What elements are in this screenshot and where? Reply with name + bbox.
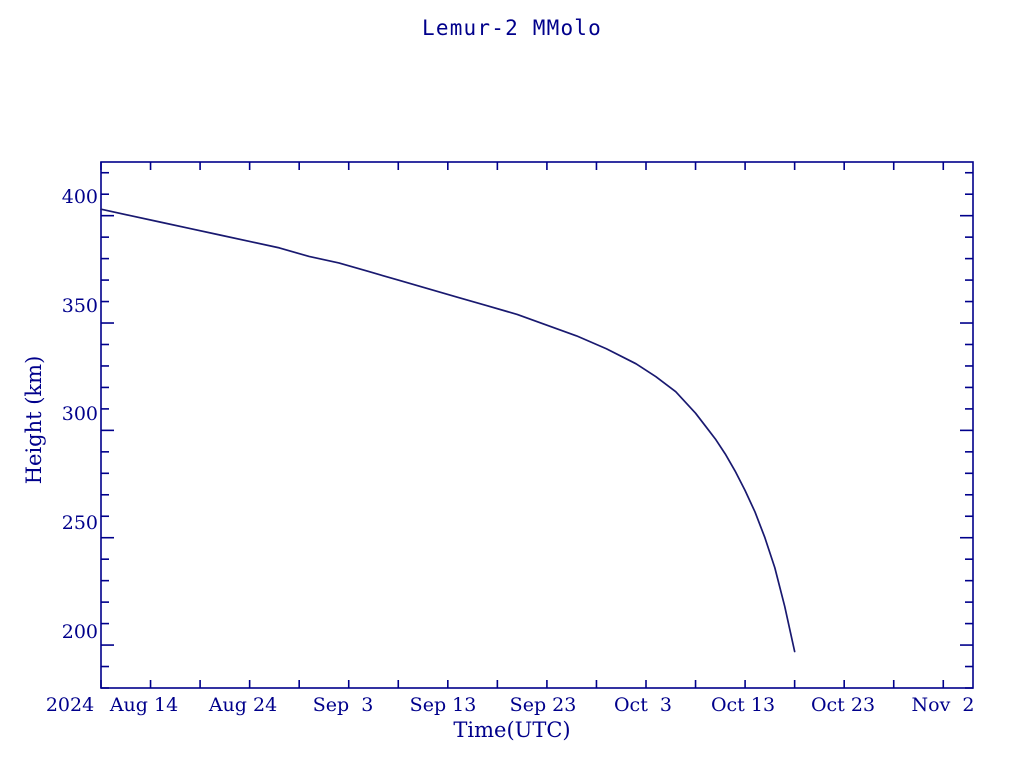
y-tick-label-350: 350 <box>61 295 98 317</box>
page-title: Lemur-2 MMolo <box>422 16 602 40</box>
x-axis-ticks <box>100 162 945 688</box>
x-tick-label-sep-13: Sep 13 <box>409 694 477 716</box>
x-tick-label-oct-23: Oct 23 <box>810 694 876 716</box>
x-tick-label-sep-3: Sep 3 <box>312 694 374 716</box>
x-tick-label-nov-2: Nov 2 <box>911 694 975 716</box>
axes-frame <box>100 161 974 689</box>
x-axis-year-label: 2024 <box>45 694 95 716</box>
x-axis-title: Time(UTC) <box>453 718 571 742</box>
height-decay-curve <box>100 208 796 653</box>
y-axis-ticks <box>101 171 973 689</box>
x-tick-label-oct-13: Oct 13 <box>710 694 776 716</box>
x-tick-label-aug-24: Aug 24 <box>208 694 278 716</box>
y-tick-label-200: 200 <box>61 621 98 643</box>
x-tick-label-aug-14: Aug 14 <box>109 694 179 716</box>
y-tick-label-300: 300 <box>61 403 98 425</box>
x-tick-label-sep-23: Sep 23 <box>509 694 577 716</box>
x-tick-label-oct-3: Oct 3 <box>613 694 673 716</box>
y-tick-label-250: 250 <box>61 512 98 534</box>
y-tick-label-400: 400 <box>61 186 98 208</box>
